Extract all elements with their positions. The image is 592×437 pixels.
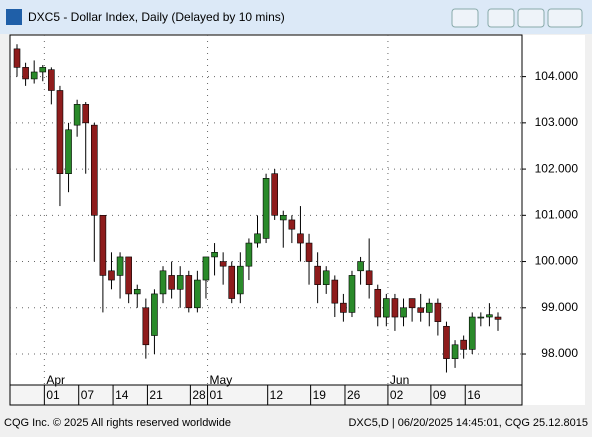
month-label: Apr — [46, 373, 65, 387]
candle-body — [168, 275, 175, 290]
candle-body — [211, 252, 218, 258]
chart-background — [10, 35, 585, 405]
candle-body — [288, 219, 296, 230]
candle-body — [305, 242, 313, 262]
y-tick-label: 102.000 — [535, 161, 579, 175]
x-tick-label: 01 — [46, 388, 60, 402]
candle-body — [254, 233, 261, 244]
candle-body — [374, 288, 382, 318]
y-tick-label: 104.000 — [535, 69, 579, 83]
footer-right: DXC5,D | 06/20/2025 14:45:01, CQG 25.12.… — [348, 417, 588, 429]
candle-body — [417, 307, 424, 313]
candle-body — [82, 104, 90, 124]
candle-body — [219, 261, 227, 267]
candle-body — [48, 69, 55, 91]
x-tick-label: 19 — [313, 388, 327, 402]
candle-body — [322, 270, 330, 285]
candle-body — [486, 314, 493, 318]
footer-left: CQG Inc. © 2025 All rights reserved worl… — [4, 417, 231, 429]
candle-body — [297, 233, 304, 244]
candle-body — [365, 270, 373, 285]
candle-body — [30, 71, 38, 80]
candle-body — [151, 293, 158, 336]
candle-body — [56, 90, 64, 175]
candle-body — [202, 256, 210, 281]
maximize-button[interactable] — [517, 8, 545, 28]
x-tick-label: 21 — [149, 388, 163, 402]
x-tick-label: 02 — [390, 388, 404, 402]
candle-body — [271, 173, 278, 216]
date-axis — [9, 384, 523, 406]
y-tick-label: 98.000 — [541, 346, 578, 360]
x-tick-label: 26 — [347, 388, 361, 402]
x-tick-label: 16 — [467, 388, 481, 402]
candle-body — [331, 279, 339, 304]
candle-body — [194, 279, 201, 309]
candle-body — [108, 270, 115, 281]
link-button[interactable] — [451, 8, 479, 28]
close-button[interactable] — [547, 8, 583, 28]
x-tick-label: 12 — [270, 388, 284, 402]
candle-body — [314, 265, 321, 285]
candle-body — [22, 67, 29, 80]
candle-body — [434, 302, 442, 322]
candle-body — [279, 215, 287, 221]
candle-body — [228, 265, 236, 299]
candle-body — [348, 275, 356, 313]
x-tick-label: 14 — [115, 388, 129, 402]
candle-body — [91, 124, 98, 216]
window-title: DXC5 - Dollar Index, Daily (Delayed by 1… — [28, 10, 285, 24]
y-tick-label: 99.000 — [541, 300, 578, 314]
x-tick-label: 07 — [81, 388, 95, 402]
candle-body — [408, 298, 416, 309]
candle-body — [494, 316, 502, 320]
month-label: Jun — [390, 373, 409, 387]
candle-body — [65, 129, 72, 175]
x-tick-label: 28 — [192, 388, 206, 402]
app-icon — [6, 9, 22, 25]
month-label: May — [210, 373, 233, 387]
x-tick-label: 09 — [433, 388, 447, 402]
candle-body — [99, 215, 107, 276]
candle-body — [116, 256, 124, 276]
candle-body — [73, 104, 81, 126]
y-tick-label: 101.000 — [535, 207, 579, 221]
candle-body — [125, 256, 132, 295]
y-tick-label: 100.000 — [535, 254, 579, 268]
candle-body — [425, 302, 433, 313]
candle-body — [262, 178, 270, 239]
candle-body — [185, 275, 193, 309]
candle-body — [176, 275, 184, 290]
candle-body — [400, 307, 407, 318]
candle-body — [39, 67, 47, 73]
candle-body — [245, 242, 253, 267]
candle-body — [391, 298, 399, 318]
candle-body — [237, 265, 244, 295]
candle-body — [133, 288, 141, 295]
candle-body — [443, 325, 450, 359]
candle-body — [477, 316, 485, 319]
candle-body — [142, 307, 150, 346]
x-tick-label: 01 — [210, 388, 224, 402]
candle-body — [468, 316, 476, 350]
candle-body — [340, 302, 347, 313]
candle-body — [13, 48, 21, 68]
candle-body — [357, 261, 364, 272]
candle-body — [383, 298, 390, 318]
minimize-button[interactable] — [487, 8, 515, 28]
candle-body — [451, 344, 459, 359]
y-tick-label: 103.000 — [535, 115, 579, 129]
candle-body — [460, 339, 467, 350]
candle-body — [159, 270, 167, 295]
